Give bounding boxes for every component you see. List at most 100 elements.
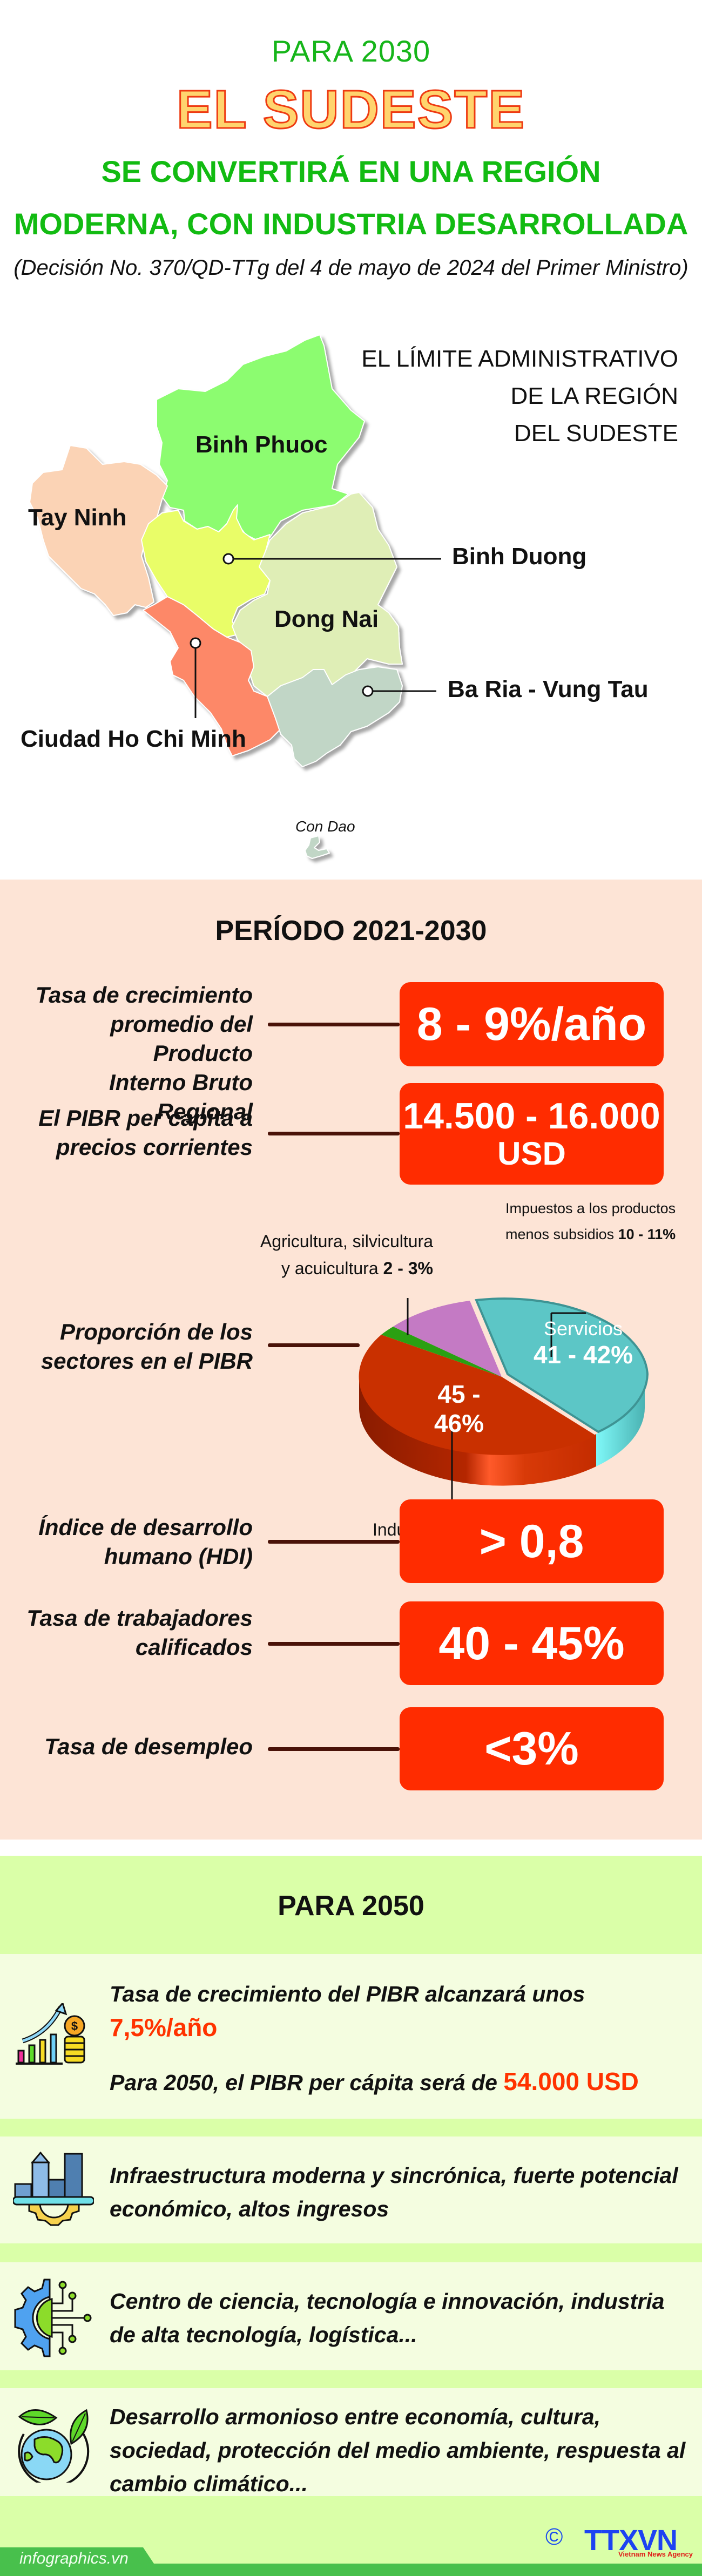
pie-side-industry bbox=[359, 1377, 596, 1486]
subtitle-line-1: SE CONVERTIRÁ EN UNA REGIÓN bbox=[101, 154, 601, 188]
city-gear-icon bbox=[13, 2152, 94, 2226]
globe-leaves-icon bbox=[18, 2409, 90, 2483]
pie-note-line: Impuestos a los productos bbox=[505, 1200, 676, 1216]
pie-note-text: menos subsidios bbox=[505, 1226, 618, 1242]
pie-note-value: 10 - 11% bbox=[618, 1226, 676, 1242]
label-line: Tasa de desempleo bbox=[44, 1734, 253, 1759]
hcm-marker bbox=[190, 637, 201, 649]
metric-label-hdi: Índice de desarrollo humano (HDI) bbox=[11, 1513, 253, 1571]
copyright-icon: © bbox=[545, 2524, 563, 2550]
card-sustainability-text: Desarrollo armonioso entre economía, cul… bbox=[110, 2404, 686, 2496]
tech-gear-circuit-icon bbox=[14, 2278, 92, 2357]
card-line-text: Para 2050, el PIBR per cápita será de bbox=[110, 2070, 504, 2095]
pie-note-tax: Impuestos a los productos menos subsidio… bbox=[505, 1195, 676, 1247]
metric-label-gdp-growth: Tasa de crecimiento promedio del Product… bbox=[11, 981, 253, 1126]
card-line: Para 2050, el PIBR per cápita será de 54… bbox=[110, 2065, 693, 2099]
main-title: EL SUDESTE bbox=[176, 79, 526, 141]
metric-label-gdp-per-capita: El PIBR per cápita a precios corrientes bbox=[11, 1104, 253, 1162]
label-line: humano (HDI) bbox=[104, 1544, 253, 1569]
para-2050-title: PARA 2050 bbox=[278, 1890, 424, 1922]
brand-logo: TTXVN bbox=[584, 2524, 678, 2557]
pie-note-text: y acuicultura bbox=[281, 1259, 383, 1278]
label-tay-ninh: Tay Ninh bbox=[28, 504, 127, 531]
pie-side-services bbox=[596, 1374, 645, 1466]
label-line: El PIBR per cápita a bbox=[38, 1105, 253, 1131]
label-line: Tasa de crecimiento bbox=[35, 982, 253, 1008]
value-gdp-growth: 8 - 9%/año bbox=[416, 998, 647, 1050]
pie-label-services: Servicios 41 - 42% bbox=[529, 1317, 637, 1369]
label-con-dao: Con Dao bbox=[295, 818, 355, 835]
value-box-gdp-growth: 8 - 9%/año bbox=[400, 982, 664, 1066]
value-box-skilled-workers: 40 - 45% bbox=[400, 1601, 664, 1685]
pie-label-industry: 45 - 46% bbox=[434, 1380, 484, 1437]
pie-slice-tax bbox=[393, 1301, 502, 1377]
value-gdp-per-capita: 14.500 - 16.000 bbox=[403, 1096, 660, 1137]
card-sustainability bbox=[0, 2388, 702, 2496]
card-technology bbox=[0, 2262, 702, 2370]
label-dong-nai: Dong Nai bbox=[274, 606, 379, 632]
connector-line bbox=[268, 1023, 400, 1026]
province-binh-phuoc bbox=[156, 334, 365, 540]
card-growth-text: Tasa de crecimiento del PIBR alcanzará u… bbox=[110, 1977, 693, 2099]
svg-text:$: $ bbox=[71, 2019, 78, 2033]
value-box-unemployment: <3% bbox=[400, 1707, 664, 1790]
connector-line bbox=[268, 1132, 400, 1135]
label-line: Tasa de trabajadores bbox=[26, 1605, 253, 1631]
province-dong-nai bbox=[232, 492, 403, 697]
value-gdp-per-capita-unit: USD bbox=[497, 1135, 566, 1172]
island-con-dao bbox=[305, 835, 330, 859]
label-line: Interno Bruto Regional bbox=[109, 1070, 253, 1124]
pie-slice-agriculture bbox=[381, 1327, 502, 1377]
growth-rate-highlight: 7,5%/año bbox=[110, 2013, 218, 2041]
metric-label-sector-share: Proporción de los sectores en el PIBR bbox=[11, 1317, 253, 1376]
pie-label-value: 41 - 42% bbox=[533, 1341, 633, 1369]
card-infrastructure bbox=[0, 2136, 702, 2243]
card-growth bbox=[0, 1954, 702, 2119]
brand-subtitle: Vietnam News Agency bbox=[618, 2550, 693, 2558]
pie-note-line: menos subsidios 10 - 11% bbox=[505, 1221, 676, 1247]
label-line: Índice de desarrollo bbox=[38, 1515, 253, 1540]
map-caption-line: DE LA REGIÓN bbox=[510, 383, 678, 409]
kicker-title: PARA 2030 bbox=[271, 34, 431, 68]
card-line: Tasa de crecimiento del PIBR alcanzará u… bbox=[110, 1982, 585, 2006]
province-tay-ninh bbox=[29, 445, 168, 616]
footer-tab bbox=[0, 2547, 154, 2564]
card-technology-text: Centro de ciencia, tecnología e innovaci… bbox=[110, 2289, 665, 2347]
metric-label-skilled-workers: Tasa de trabajadores calificados bbox=[11, 1604, 253, 1662]
connector-line bbox=[268, 1540, 400, 1544]
connector-line bbox=[268, 1642, 400, 1646]
subtitle-line-2: MODERNA, CON INDUSTRIA DESARROLLADA bbox=[14, 207, 688, 241]
value-hdi: > 0,8 bbox=[479, 1515, 584, 1567]
binh-duong-marker bbox=[222, 553, 234, 565]
footer-bar bbox=[0, 2564, 702, 2576]
growth-chart-coins-icon: $ bbox=[16, 2003, 85, 2065]
label-binh-phuoc: Binh Phuoc bbox=[195, 431, 328, 458]
label-line: Proporción de los bbox=[59, 1319, 253, 1344]
metric-label-unemployment: Tasa de desempleo bbox=[11, 1732, 253, 1761]
card-infrastructure-text: Infraestructura moderna y sincrónica, fu… bbox=[110, 2163, 678, 2221]
map-caption-line: EL LÍMITE ADMINISTRATIVO bbox=[361, 346, 678, 372]
map-caption-line: DEL SUDESTE bbox=[514, 420, 678, 447]
footer-site-link[interactable]: infographics.vn bbox=[19, 2550, 129, 2567]
label-line: promedio del Producto bbox=[110, 1011, 253, 1066]
connector-line bbox=[268, 1343, 360, 1347]
region-map bbox=[29, 334, 441, 859]
sector-pie-chart bbox=[359, 1297, 649, 1501]
pie-note-line: Agricultura, silvicultura bbox=[260, 1232, 433, 1251]
period-title: PERÍODO 2021-2030 bbox=[215, 915, 487, 946]
gdp-per-capita-highlight: 54.000 USD bbox=[503, 2067, 639, 2095]
pie-slice-industry bbox=[359, 1335, 596, 1455]
pie-note-value: 2 - 3% bbox=[383, 1259, 433, 1278]
label-ho-chi-minh: Ciudad Ho Chi Minh bbox=[21, 726, 246, 752]
label-line: calificados bbox=[135, 1634, 253, 1660]
pie-slice-services bbox=[475, 1297, 649, 1434]
label-ba-ria-vung-tau: Ba Ria - Vung Tau bbox=[448, 676, 649, 702]
label-binh-duong: Binh Duong bbox=[452, 543, 587, 570]
pie-note-agriculture: Agricultura, silvicultura y acuicultura … bbox=[249, 1228, 433, 1282]
pie-note-line: y acuicultura 2 - 3% bbox=[249, 1255, 433, 1282]
value-box-gdp-per-capita: 14.500 - 16.000 USD bbox=[400, 1083, 664, 1185]
value-box-hdi: > 0,8 bbox=[400, 1499, 664, 1583]
label-line: precios corrientes bbox=[56, 1134, 253, 1160]
ba-ria-marker bbox=[362, 685, 374, 697]
decision-reference: (Decisión No. 370/QD-TTg del 4 de mayo d… bbox=[14, 256, 688, 280]
